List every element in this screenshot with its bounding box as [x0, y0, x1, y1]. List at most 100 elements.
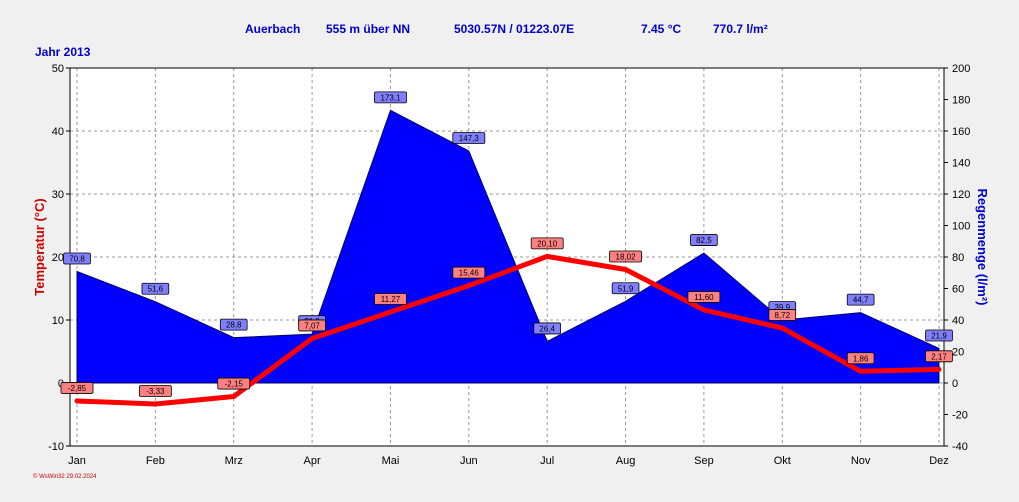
x-axis-tick-label: Dez: [929, 455, 949, 467]
rain-data-label-text: 44,7: [853, 296, 869, 305]
temperature-data-label: 11,27: [374, 293, 407, 305]
right-axis-tick-label: 180: [952, 95, 970, 107]
temperature-data-label: -3,33: [138, 385, 172, 397]
temperature-data-label-box: [138, 385, 172, 397]
temperature-data-label: 18,02: [609, 250, 642, 263]
left-axis-tick-label: 50: [52, 63, 64, 75]
right-axis-title: Regenmenge (l/m²): [975, 188, 990, 305]
rain-data-label: 70,8: [63, 252, 91, 265]
temperature-point: [153, 401, 158, 406]
temperature-point: [545, 254, 550, 259]
rain-data-label-text: 28,8: [226, 321, 242, 330]
rain-data-label-text: 51,6: [148, 285, 164, 294]
right-axis-tick-label: 20: [952, 347, 964, 359]
temperature-data-label-text: -2,85: [68, 384, 87, 393]
temperature-data-label-box: [374, 293, 407, 305]
rain-data-label-box: [925, 329, 953, 342]
right-axis-tick-label: 160: [952, 126, 970, 138]
temperature-point: [75, 398, 79, 403]
left-axis-tick-label: 30: [52, 189, 64, 201]
rain-data-label-box: [452, 132, 486, 144]
total-rainfall: 770.7 l/m²: [713, 22, 768, 36]
left-axis-title: Temperatur (°C): [32, 198, 47, 295]
x-axis-tick-label: Jul: [540, 455, 554, 467]
temperature-data-label: 8,72: [768, 309, 797, 321]
right-axis-tick-label: 120: [952, 189, 970, 201]
year-label: Jahr 2013: [35, 45, 91, 59]
temperature-data-label-text: 11,60: [694, 293, 714, 302]
temperature-point: [231, 394, 236, 399]
rain-data-label-text: 70,8: [69, 254, 85, 263]
left-axis-tick-label: 20: [52, 252, 64, 264]
rain-data-label-box: [846, 293, 875, 306]
temperature-data-label-text: -3,33: [146, 387, 165, 396]
rain-data-label: 51,6: [141, 282, 170, 295]
x-axis-tick-label: Nov: [851, 455, 871, 467]
temperature-data-label-box: [530, 237, 564, 250]
station-elevation: 555 m über NN: [326, 22, 411, 36]
rain-data-label-box: [219, 318, 248, 331]
rain-data-label-text: 51,9: [618, 284, 634, 293]
temperature-data-label: 11,60: [687, 291, 721, 303]
station-name: Auerbach: [245, 22, 301, 36]
x-axis-tick-label: Aug: [616, 455, 636, 467]
rain-data-label: 82,5: [690, 234, 718, 246]
rain-data-label-text: 82,5: [696, 236, 712, 245]
temperature-data-label-text: 20,10: [537, 239, 558, 248]
rain-data-label-text: 147,3: [459, 134, 480, 143]
software-credit: © WsWin32 29.02.2024: [33, 474, 97, 480]
temperature-data-label-box: [768, 309, 797, 321]
temperature-data-label: 2,17: [925, 350, 953, 363]
rain-data-label: 44,7: [846, 293, 875, 306]
temperature-data-label-text: 1,86: [853, 354, 869, 363]
temperature-data-label: -2,15: [217, 377, 251, 390]
temperature-point: [780, 326, 785, 331]
temperature-data-label: 7,07: [298, 319, 326, 332]
left-axis-tick-label: -10: [48, 441, 64, 453]
temperature-data-label-box: [846, 352, 875, 365]
x-axis-tick-label: Okt: [774, 455, 791, 467]
right-axis-tick-label: 100: [952, 221, 970, 233]
right-axis-tick-label: 0: [952, 378, 958, 390]
x-axis-tick-label: Feb: [146, 455, 165, 467]
left-axis-tick-label: 10: [52, 315, 64, 327]
temperature-data-label-box: [298, 319, 326, 332]
temperature-point: [858, 369, 863, 374]
rain-data-label: 173,1: [374, 91, 407, 104]
temperature-data-label-box: [609, 250, 642, 263]
rain-data-label: 21,9: [925, 329, 953, 342]
x-axis-tick-label: Mai: [382, 455, 400, 467]
temperature-data-label-text: 15,46: [459, 269, 480, 278]
right-axis-tick-label: -40: [952, 441, 968, 453]
rain-data-label-box: [63, 252, 91, 265]
temperature-data-label: -2,85: [60, 382, 94, 394]
left-axis-tick-label: 40: [52, 126, 64, 138]
rain-data-label-box: [141, 282, 170, 295]
temperature-data-label: 1,86: [846, 352, 875, 365]
temperature-data-label: 20,10: [530, 237, 564, 250]
rain-data-label-box: [533, 322, 561, 335]
average-temperature: 7.45 °C: [641, 22, 682, 36]
temperature-data-label: 15,46: [452, 266, 486, 279]
temperature-point: [310, 336, 315, 341]
right-axis-tick-label: 80: [952, 252, 964, 264]
temperature-point: [466, 283, 471, 288]
temperature-data-label-box: [60, 382, 94, 394]
x-axis-tick-label: Jan: [68, 455, 86, 467]
temperature-point: [388, 309, 393, 314]
rain-data-label: 26,4: [533, 322, 561, 335]
rain-data-label-text: 173,1: [380, 93, 401, 102]
temperature-data-label-text: -2,15: [225, 380, 244, 389]
x-axis-tick-label: Jun: [460, 455, 478, 467]
temperature-line: [74, 253, 942, 407]
temperature-data-label-text: 8,72: [774, 311, 790, 320]
temperature-point: [623, 267, 628, 272]
rain-data-label-box: [690, 234, 718, 246]
station-coordinates: 5030.57N / 01223.07E: [454, 22, 575, 36]
x-axis-tick-label: Apr: [304, 455, 321, 467]
rain-data-label-box: [374, 91, 407, 104]
rain-data-label: 147,3: [452, 132, 486, 144]
temperature-data-label-text: 2,17: [931, 352, 947, 361]
